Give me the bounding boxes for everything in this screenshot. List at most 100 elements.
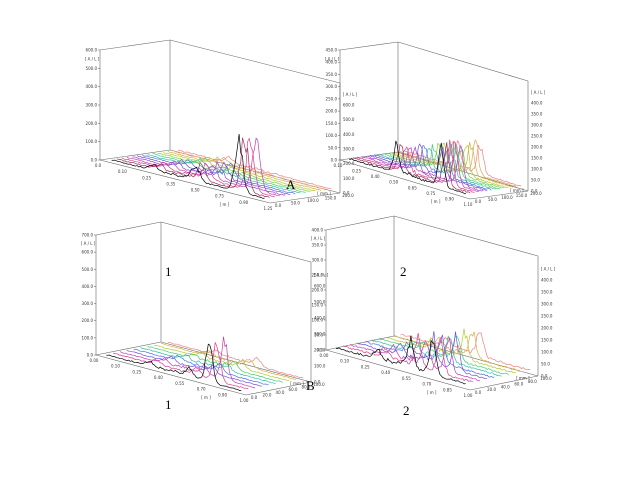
x-tick-label: 0.75 [426,191,435,196]
z-tick-label: 0.0 [331,158,338,163]
y-axis-right [269,192,341,204]
x-tick-label: 0.0 [95,163,102,168]
x-tick-label: 0.50 [191,188,200,193]
series-line-3 [350,337,481,382]
left-top-edge [99,39,171,51]
series-group [335,328,531,385]
series-line-4 [126,349,262,387]
y-tick-label: 100.0 [540,376,552,381]
y-tick-label: 200.0 [530,191,542,196]
y-tick-label: 50.0 [488,197,497,202]
x-tick-label: 0.35 [166,181,175,186]
z-tick-label: 100.0 [86,139,98,144]
z-tick-label-right: 350.0 [541,290,553,295]
x-tick-label: 0.25 [132,369,141,374]
z-tick-label-right: 300.0 [531,123,543,128]
z-tick-label-right: 200.0 [343,161,355,166]
series-line-11 [391,142,509,188]
z-tick-label-right: 400.0 [314,316,326,321]
x-tick-label: 0.25 [361,364,370,369]
z-tick-label-right: 150.0 [531,156,543,161]
y-axis-label: [ mm ] [516,376,530,381]
x-axis-label: [ m ] [431,199,441,204]
x-axis-front [339,159,471,200]
x-tick-label: 0.10 [334,163,343,168]
subpanel-label-b1-inner: 1 [165,264,172,279]
left-top-edge [95,221,162,236]
y-axis-right [469,190,529,200]
y-tick-label: 150.0 [325,196,337,201]
y-tick-label: 80.0 [528,379,537,384]
z-tick-label-right: 600.0 [314,284,326,289]
left-top-edge [325,215,395,231]
y-tick-label: 100.0 [313,382,325,387]
z-tick-label-right: 600.0 [343,103,355,108]
x-tick-label: 0.40 [381,370,390,375]
series-line-5 [364,334,495,378]
z-tick-label: 300.0 [86,103,98,108]
floor-back-edge [397,151,529,192]
axes-frame: 0.0100.0200.0300.0400.0500.0600.0700.00.… [81,221,329,403]
z-tick-label-right: 50.0 [541,362,550,367]
z-tick-label-right: 300.0 [314,332,326,337]
y-tick-label: 20.0 [263,392,272,397]
z-tick-label-right: 100.0 [343,176,355,181]
x-axis-label: [ m ] [201,395,211,400]
x-tick-label: 0.10 [118,169,127,174]
z-tick-label: 150.0 [326,121,338,126]
z-tick-label: 300.0 [82,301,94,306]
z-tick-label-right: 300.0 [541,302,553,307]
series-line-1 [335,335,466,385]
y-tick-label: 50.0 [291,201,300,206]
z-axis-label: [ A / L ] [85,57,100,62]
x-axis-label: [ m ] [427,390,437,395]
z-tick-label: 250.0 [326,96,338,101]
z-tick-label-right: 0.0 [314,380,321,385]
chart-a1: 0.0 100.0 200.0 300.0 400.0 500.0 600.0 0.0 100.… [85,39,358,211]
z-tick-label: 500.0 [86,66,98,71]
series-line-5 [132,156,286,196]
panel-label-a: A [286,177,296,192]
x-tick-label: 0.10 [111,364,120,369]
x-tick-label: 0.55 [402,376,411,381]
z-axis-label: [ A / L ] [81,241,96,246]
x-tick-label: 0.90 [239,200,248,205]
left-top-edge [339,41,399,51]
x-tick-label: 0.70 [197,387,206,392]
x-axis-front [325,349,471,391]
z-axis-label-right: [ A / L ] [541,266,556,271]
back-top-edge [397,41,529,82]
z-tick-label-right: 250.0 [531,134,543,139]
x-tick-label: 0.40 [154,375,163,380]
x-tick-label: 0.00 [320,353,329,358]
z-tick-label: 200.0 [312,288,324,293]
series-group [111,133,332,199]
series-line-4 [126,137,280,197]
axes-frame: 0.0 100.0 200.0 300.0 400.0 500.0 600.0 0.0 100.… [85,39,358,211]
y-axis-left [95,341,162,356]
z-tick-label: 0.0 [87,353,94,358]
z-tick-label: 450.0 [326,48,338,53]
y-tick-label: 40.0 [501,384,510,389]
subpanel-label-b2-inner: 2 [400,264,407,279]
y-axis-left [325,335,395,351]
subpanel-label-b2-outer: 2 [403,403,410,418]
z-tick-label: 100.0 [312,318,324,323]
series-line-6 [140,347,276,385]
z-tick-label: 500.0 [82,267,94,272]
axes-frame: 0.050.0100.0150.0200.0250.0300.0350.0400… [325,41,546,207]
z-tick-label: 400.0 [326,60,338,65]
z-tick-label-right: 500.0 [314,300,326,305]
z-tick-label: 400.0 [312,228,324,233]
z-tick-label: 700.0 [82,233,94,238]
x-axis-front [95,354,247,396]
floor-back-edge [393,335,539,377]
z-tick-label: 200.0 [326,109,338,114]
series-line-10 [168,342,304,379]
x-tick-label: 0.65 [408,185,417,190]
y-axis-label: [ mm ] [317,191,331,196]
x-tick-label: 1.25 [264,206,273,211]
x-tick-label: 0.50 [389,180,398,185]
x-tick-label: 0.00 [90,358,99,363]
